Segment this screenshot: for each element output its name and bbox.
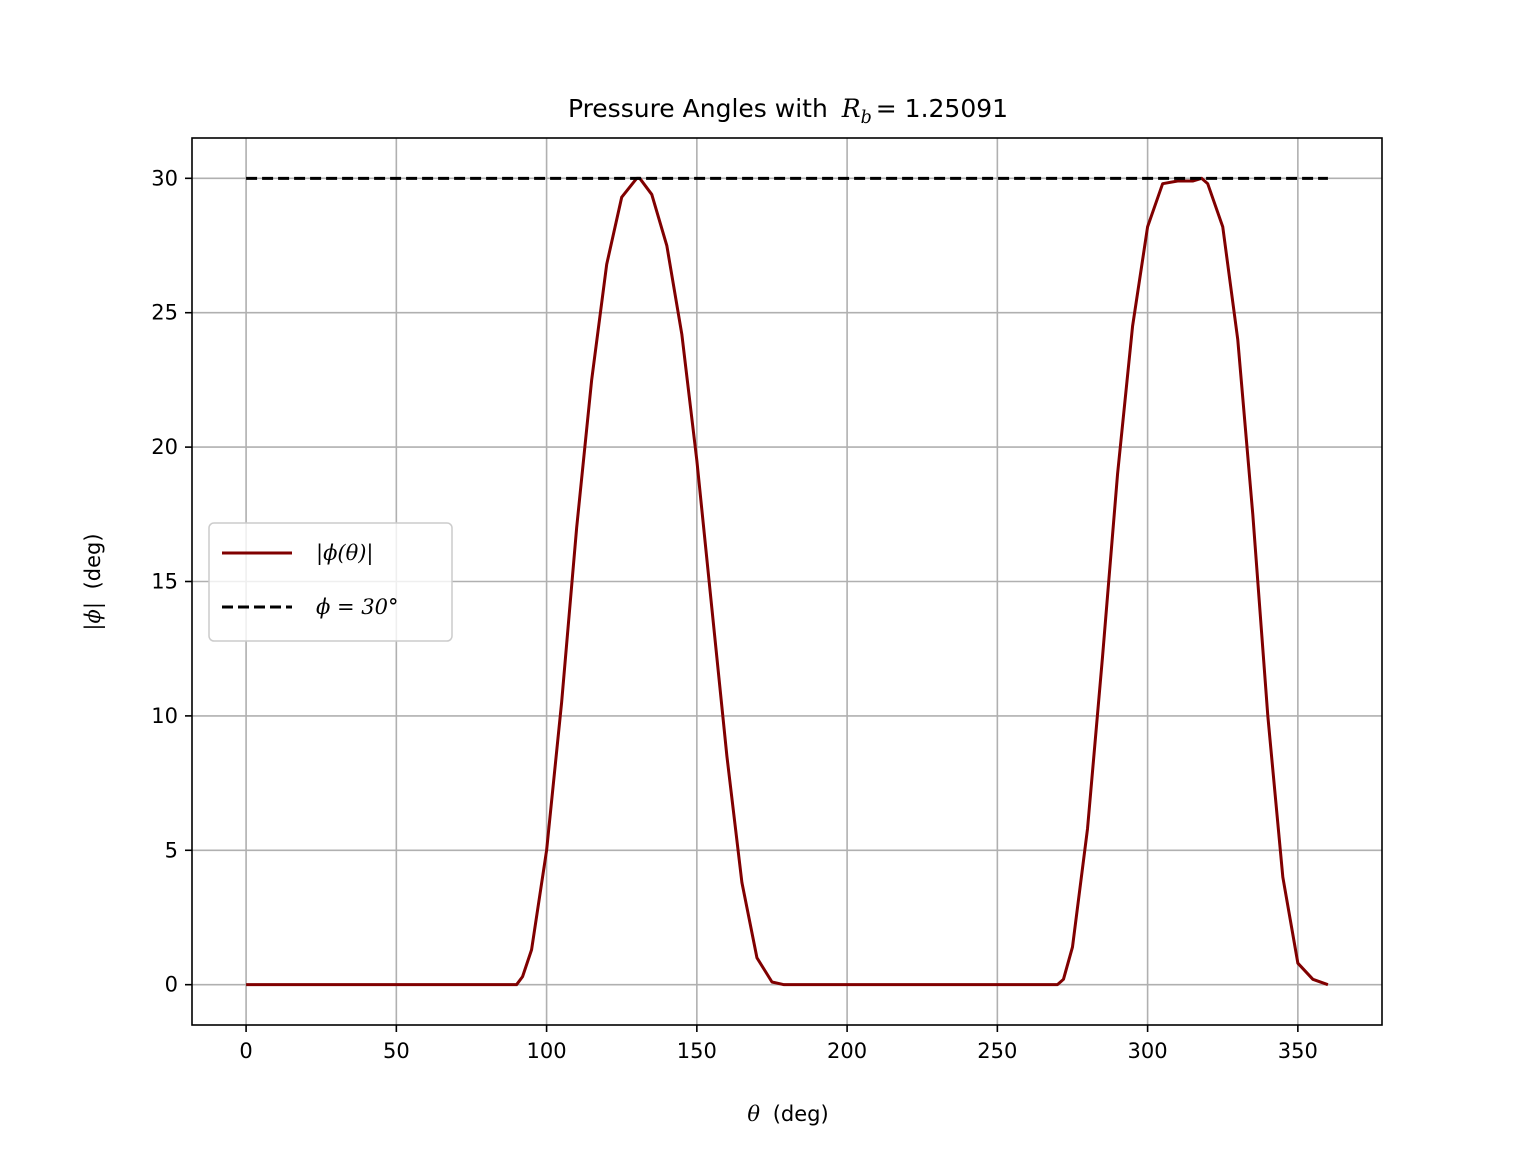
- x-tick-label: 200: [827, 1039, 867, 1063]
- y-tick-label: 10: [151, 704, 178, 728]
- y-tick-label: 15: [151, 570, 178, 594]
- series-layer: [246, 176, 1329, 987]
- y-tick-label: 0: [165, 973, 178, 997]
- legend-label-threshold: ϕ = 30°: [316, 595, 398, 619]
- x-tick-label: 100: [527, 1039, 567, 1063]
- axis-ticks: 0 50 100 150 200 250 300 350 0 5 10 15 20 25 30: [151, 166, 1318, 1063]
- x-tick-label: 150: [677, 1039, 717, 1063]
- legend-label-phi: |ϕ(θ)|: [316, 541, 374, 566]
- x-tick-label: 250: [977, 1039, 1017, 1063]
- x-tick-label: 0: [239, 1039, 252, 1063]
- y-tick-label: 30: [151, 166, 178, 190]
- x-tick-label: 300: [1128, 1039, 1168, 1063]
- y-tick-label: 25: [151, 301, 178, 325]
- legend: |ϕ(θ)| ϕ = 30°: [208, 522, 453, 642]
- x-axis-label: θ (deg): [747, 1102, 828, 1126]
- y-tick-label: 20: [151, 435, 178, 459]
- series-line-phi: [246, 176, 1329, 987]
- y-axis-label: |ϕ| (deg): [81, 533, 106, 630]
- chart-title: Pressure Angles with Rb = 1.25091: [568, 94, 1008, 128]
- x-tick-label: 350: [1278, 1039, 1318, 1063]
- x-tick-label: 50: [383, 1039, 410, 1063]
- y-tick-label: 5: [165, 838, 178, 862]
